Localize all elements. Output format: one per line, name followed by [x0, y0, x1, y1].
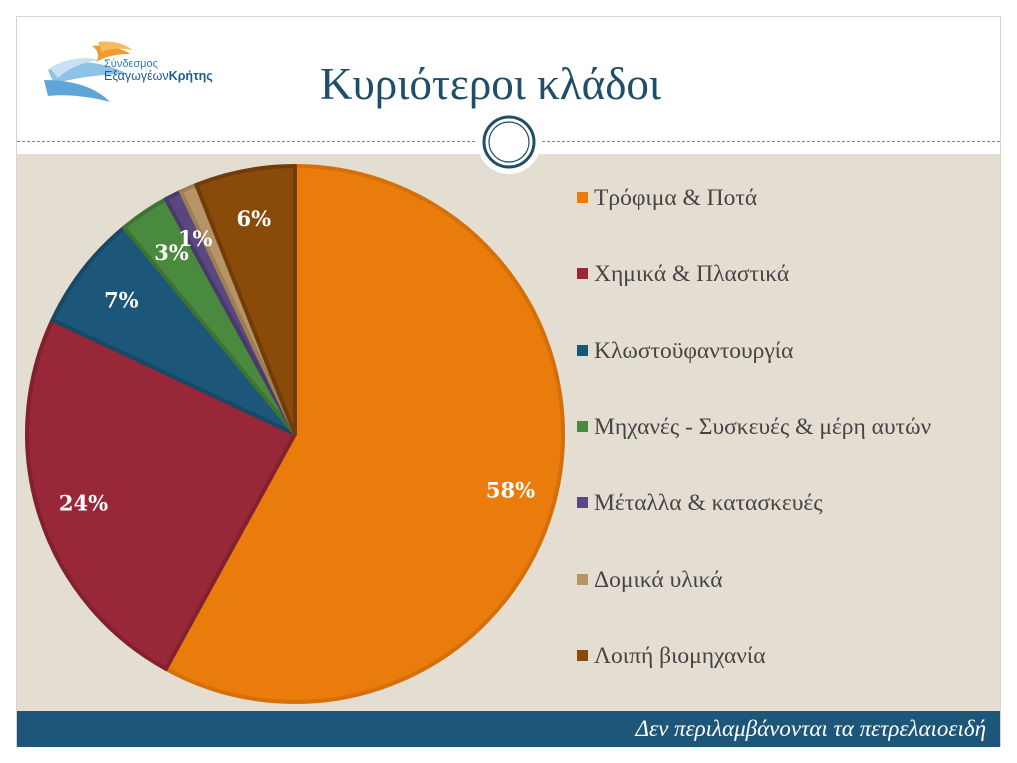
data-label-3: 7%	[104, 287, 139, 312]
logo: Σύνδεσμος ΕξαγωγέωνΚρήτης	[40, 40, 230, 120]
pie-slice-2	[25, 317, 297, 671]
legend-label: Λοιπή βιομηχανία	[594, 642, 766, 669]
legend-swatch	[577, 268, 588, 280]
legend-swatch	[577, 497, 588, 509]
legend-item: Λοιπή βιομηχανία	[577, 641, 766, 671]
legend-swatch	[577, 192, 588, 204]
data-label-7: 6%	[237, 206, 272, 231]
legend-item: Τρόφιμα & Ποτά	[577, 183, 757, 213]
legend-swatch	[577, 573, 588, 585]
legend-item: Χημικά & Πλαστικά	[577, 259, 789, 289]
logo-line2-regular: Εξαγωγέων	[104, 69, 169, 83]
legend-label: Μηχανές - Συσκευές & μέρη αυτών	[594, 413, 932, 440]
footer-note: Δεν περιλαμβάνονται τα πετρελαιοειδή	[635, 716, 986, 741]
pie-slice-1	[163, 164, 565, 704]
logo-mark-icon	[44, 41, 132, 102]
legend-item: Μέταλλα & κατασκευές	[577, 488, 823, 518]
legend-label: Μέταλλα & κατασκευές	[594, 490, 823, 517]
legend-label: Τρόφιμα & Ποτά	[594, 185, 758, 211]
pie-slice-7	[194, 164, 297, 436]
legend-item: Δομικά υλικά	[577, 565, 723, 595]
circle-badge-icon	[476, 109, 542, 175]
pie-chart: 58% 24% 7% 3%1% 6%	[25, 164, 565, 704]
legend-item: Μηχανές - Συσκευές & μέρη αυτών	[577, 412, 931, 442]
pie-slice-3	[50, 225, 297, 436]
logo-line1: Σύνδεσμος	[104, 58, 158, 70]
data-label-2: 24%	[59, 491, 108, 516]
footer-bar: Δεν περιλαμβάνονται τα πετρελαιοειδή	[17, 711, 1000, 747]
legend-label: Δομικά υλικά	[594, 566, 723, 593]
legend-swatch	[577, 344, 588, 356]
logo-line2-bold: Κρήτης	[168, 69, 213, 83]
data-label-1: 58%	[486, 477, 535, 502]
chart-area: 58% 24% 7% 3% 1% 6%	[17, 154, 1000, 711]
legend-label: Χημικά & Πλαστικά	[594, 261, 790, 288]
legend-label: Κλωστοϋφαντουργία	[594, 337, 794, 364]
legend-swatch	[577, 421, 588, 432]
data-label-4: 3%	[154, 240, 189, 265]
data-label-5: 1%	[178, 226, 213, 251]
page-title: Κυριότεροι κλάδοι	[320, 59, 662, 109]
legend-swatch	[577, 649, 588, 661]
legend-item: Κλωστοϋφαντουργία	[577, 336, 793, 366]
